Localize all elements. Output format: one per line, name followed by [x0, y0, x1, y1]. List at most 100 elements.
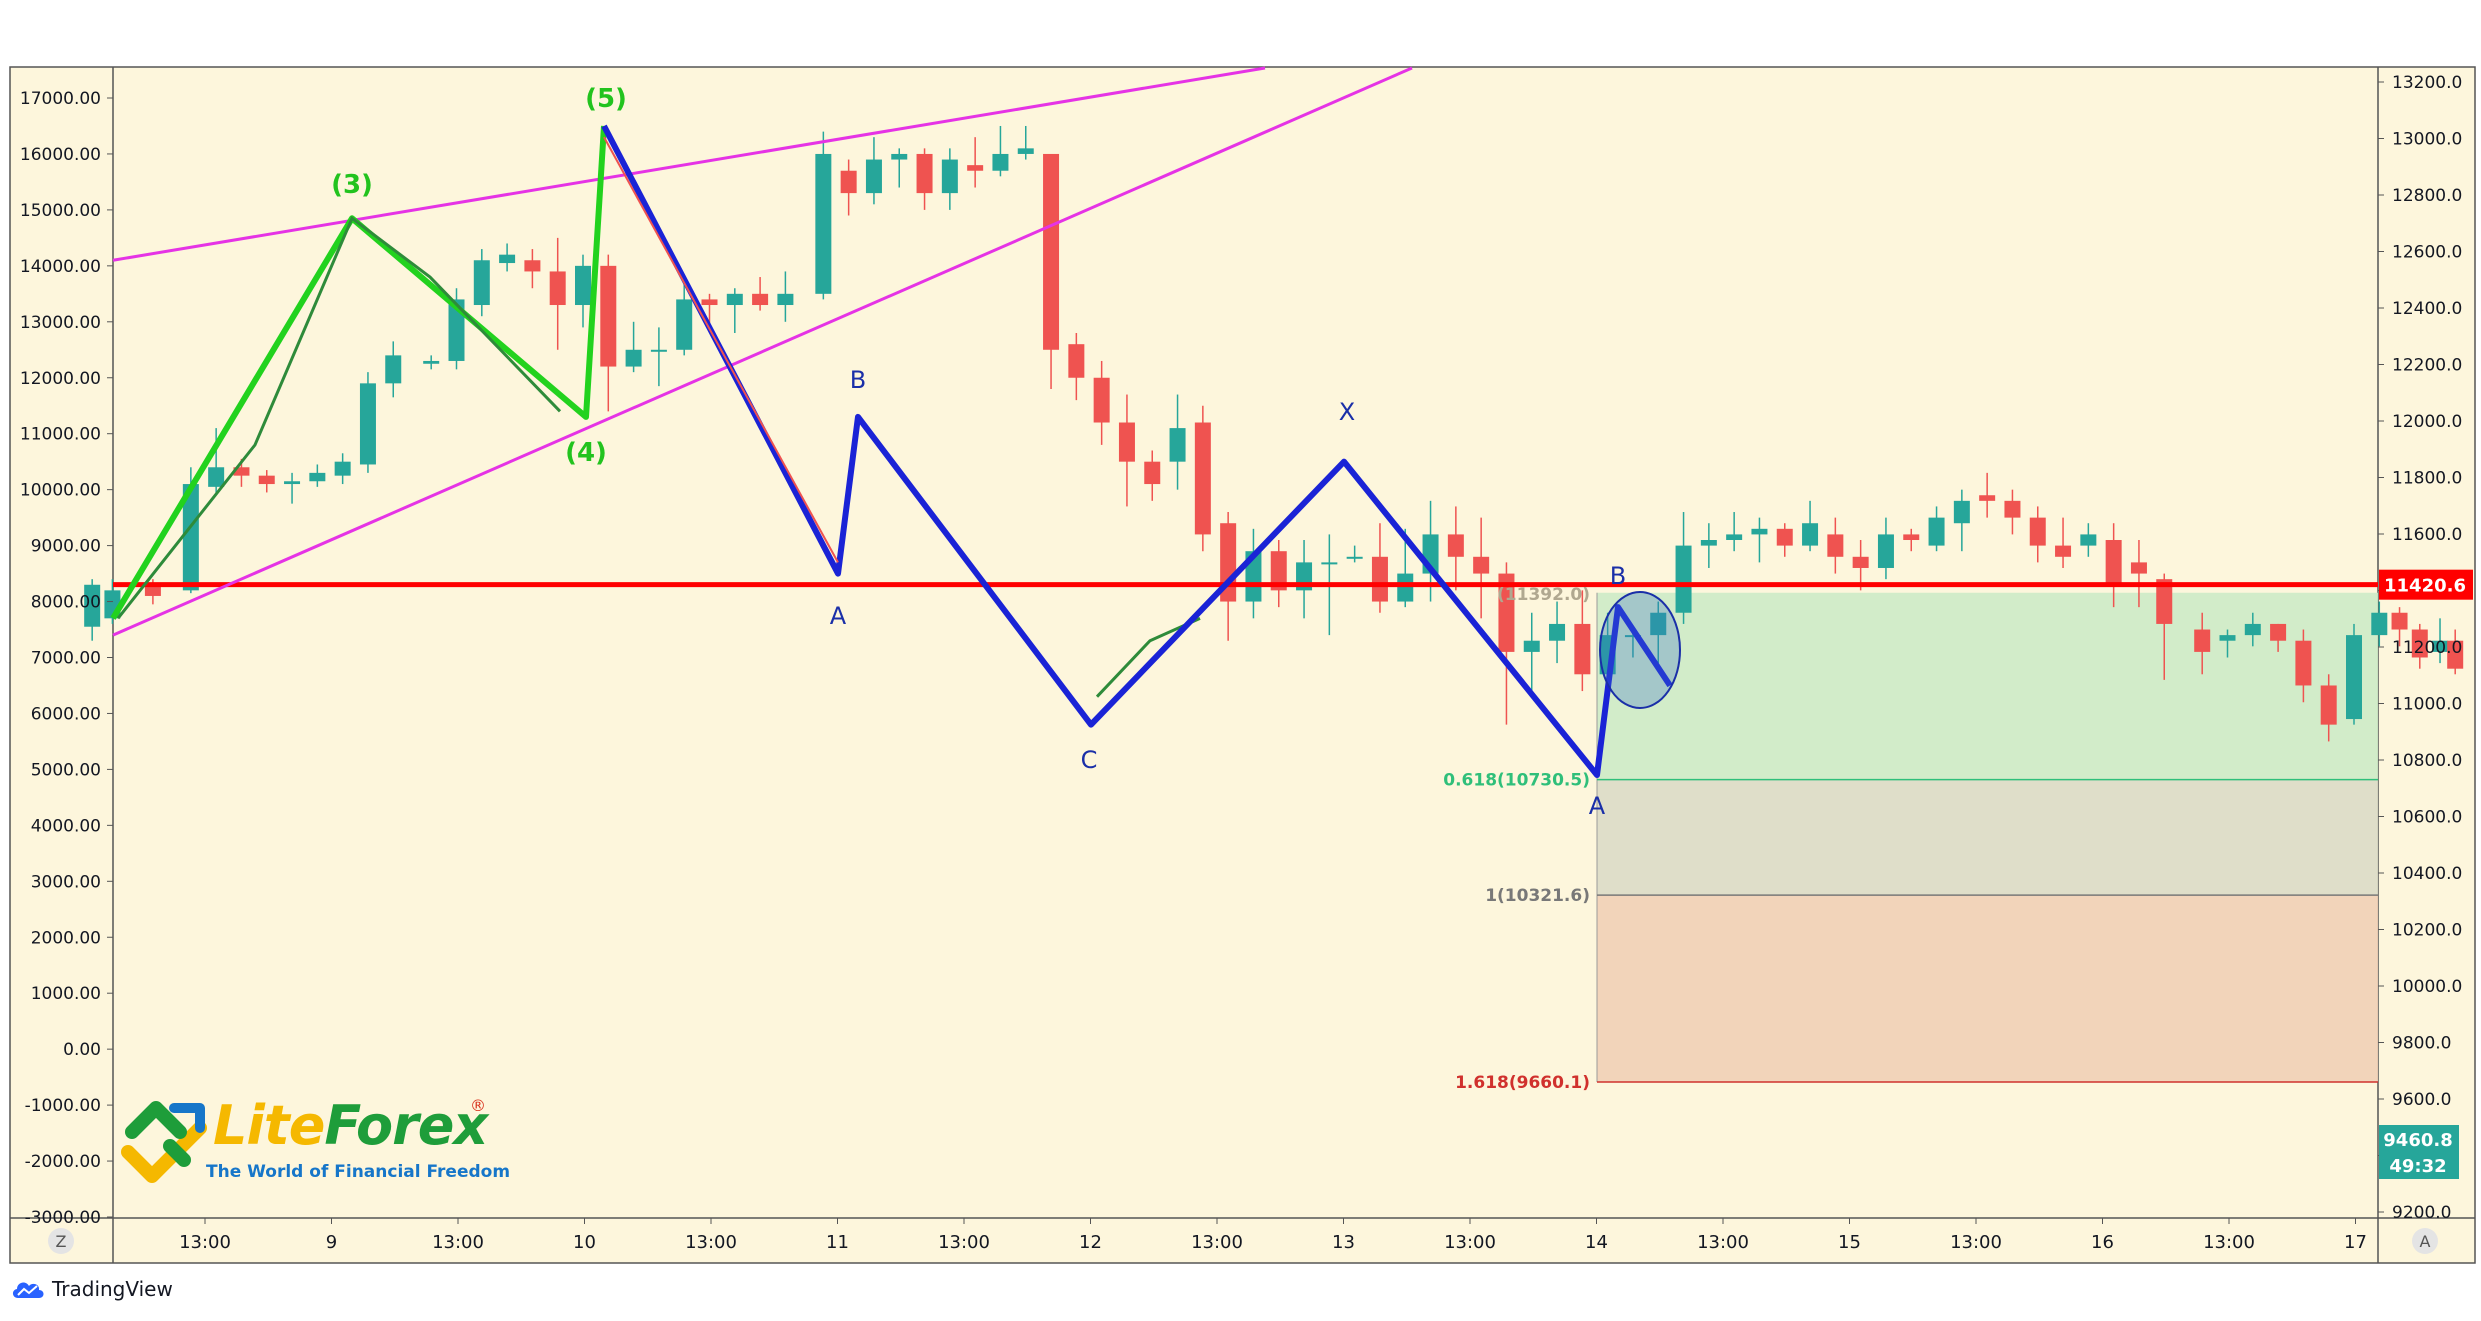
price-tag-label: 11420.6	[2384, 576, 2466, 597]
candle-body	[1118, 422, 1135, 462]
candle-body	[2320, 685, 2337, 725]
candle-body	[1624, 635, 1641, 638]
candle-body	[1498, 573, 1515, 652]
liteforex-tagline: The World of Financial Freedom	[206, 1162, 511, 1182]
candle-body	[1093, 377, 1110, 423]
candle-body	[625, 349, 642, 367]
time-tick-label: 14	[1585, 1232, 1608, 1253]
fib-label-0618: 0.618(10730.5)	[1443, 771, 1590, 791]
candle-body	[182, 484, 199, 591]
right-tick-label: 9200.0	[2392, 1203, 2451, 1223]
left-tick-label: -2000.00	[25, 1152, 101, 1172]
right-tick-label: 13000.0	[2392, 130, 2462, 150]
time-tick-label: 13:00	[2203, 1232, 2255, 1253]
channel-line-upper	[112, 66, 1266, 262]
candle-body	[865, 159, 882, 194]
candle-body	[650, 349, 667, 352]
candle-body	[233, 467, 250, 476]
candle-body	[84, 584, 101, 627]
candle-body	[208, 467, 225, 487]
candle-body	[967, 165, 984, 171]
candle-body	[2346, 635, 2362, 720]
liteforex-name: LiteForex	[213, 1094, 488, 1157]
candle-body	[1928, 517, 1945, 546]
right-tick-label: 11600.0	[2392, 525, 2462, 545]
left-tick-label: 8000.00	[31, 593, 101, 613]
time-tick-label: 13:00	[685, 1232, 737, 1253]
time-tick-label: 13	[1332, 1232, 1355, 1253]
candle-body	[2270, 623, 2287, 641]
candle-body	[1346, 556, 1363, 559]
pattern-label-x: X	[1339, 398, 1355, 426]
right-tick-label: 10200.0	[2392, 921, 2462, 941]
left-tick-label: -3000.00	[25, 1208, 101, 1228]
left-tick-label: 15000.00	[20, 201, 101, 221]
time-tick-label: 9	[326, 1232, 337, 1253]
auto-scale-button-bg	[2412, 1228, 2438, 1254]
highlight-ellipse	[1599, 591, 1681, 709]
candle-body	[1953, 500, 1970, 524]
current-price-label: 9460.8	[2383, 1130, 2452, 1151]
right-tick-label: 11200.0	[2392, 638, 2462, 658]
candle-body	[448, 299, 465, 361]
pattern-label-a: A	[830, 602, 847, 630]
right-tick-label: 13200.0	[2392, 73, 2462, 93]
right-tick-label: 9600.0	[2392, 1090, 2451, 1110]
wave-label-5: (5)	[585, 84, 627, 114]
candle-body	[726, 293, 743, 306]
tradingview-brand[interactable]: TradingView	[10, 1277, 173, 1301]
zoom-button-label: Z	[56, 1232, 67, 1251]
liteforex-logo: LiteForex ® The World of Financial Freed…	[118, 1090, 518, 1210]
candle-body	[549, 271, 566, 306]
time-tick-label: 13:00	[179, 1232, 231, 1253]
candle-body	[891, 153, 908, 160]
zoom-button-bg[interactable]	[48, 1228, 74, 1254]
pattern-label-c: C	[1081, 746, 1098, 774]
right-tick-label: 12800.0	[2392, 186, 2462, 206]
candle-body	[1852, 556, 1869, 568]
candle-body	[1270, 551, 1287, 591]
harmonic-pattern-line	[601, 124, 1673, 778]
candle-body	[2130, 562, 2147, 574]
candle-body	[2391, 612, 2408, 630]
time-tick-label: 16	[2091, 1232, 2114, 1253]
right-tick-label: 10800.0	[2392, 751, 2462, 771]
candle-body	[1043, 153, 1060, 350]
candle-body	[359, 383, 376, 465]
candle-body	[2029, 517, 2046, 546]
registered-mark: ®	[470, 1096, 486, 1115]
fib-zone-middle	[1597, 779, 2378, 896]
candle-body	[1523, 640, 1540, 652]
time-tick-label: 17	[2344, 1232, 2367, 1253]
candle-body	[1802, 523, 1819, 546]
candle-body	[1447, 534, 1464, 557]
candle-body	[1979, 495, 1996, 501]
left-tick-label: 12000.00	[20, 369, 101, 389]
candle-body	[2447, 640, 2464, 669]
candle-body	[2295, 640, 2312, 686]
candle-body	[752, 293, 769, 306]
left-tick-label: 3000.00	[31, 872, 101, 892]
candle-body	[284, 481, 301, 485]
candle-body	[1877, 534, 1894, 568]
liteforex-mark-icon	[121, 1101, 207, 1183]
candle-body	[840, 170, 857, 194]
candle-body	[1194, 422, 1211, 535]
left-tick-label: 17000.00	[20, 89, 101, 109]
candle-body	[1776, 528, 1793, 546]
candle-body	[701, 299, 718, 306]
time-tick-label: 10	[573, 1232, 596, 1253]
pattern-label-b2: B	[1610, 562, 1626, 590]
candle-body	[1726, 534, 1743, 541]
candle-body	[1017, 148, 1034, 154]
candle-body	[258, 475, 275, 485]
time-tick-label: 13:00	[1191, 1232, 1243, 1253]
pattern-overlay-line	[603, 136, 839, 563]
candle-body	[1371, 556, 1388, 602]
channel-line-lower	[112, 66, 1413, 637]
tradingview-label: TradingView	[52, 1277, 173, 1301]
candle-body	[334, 461, 351, 476]
candle-body	[2432, 640, 2449, 652]
elliott-subwave-line	[116, 215, 562, 620]
auto-scale-button-label: A	[2420, 1232, 2431, 1251]
